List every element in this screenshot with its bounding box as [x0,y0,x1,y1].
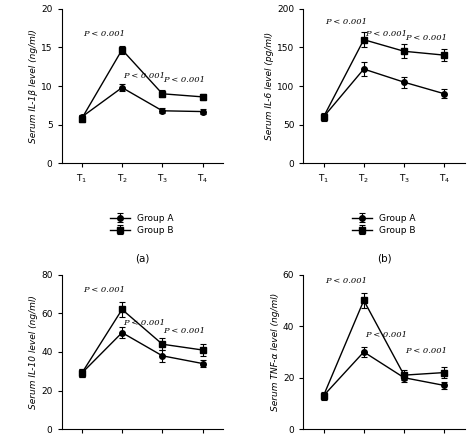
Text: (b): (b) [377,253,391,263]
Y-axis label: Serum TNF-α level (ng/ml): Serum TNF-α level (ng/ml) [271,293,280,411]
Text: P < 0.001: P < 0.001 [325,18,367,26]
Text: P < 0.001: P < 0.001 [164,327,206,335]
Text: P < 0.001: P < 0.001 [405,34,447,42]
Text: P < 0.001: P < 0.001 [83,286,125,294]
Text: P < 0.001: P < 0.001 [405,346,447,354]
Text: P < 0.001: P < 0.001 [325,277,367,285]
Legend: Group A, Group B: Group A, Group B [110,214,174,235]
Text: P < 0.001: P < 0.001 [365,30,407,38]
Text: (a): (a) [135,253,149,263]
Text: P < 0.001: P < 0.001 [83,30,125,38]
Text: P < 0.001: P < 0.001 [164,76,206,84]
Y-axis label: Serum IL-10 level (ng/ml): Serum IL-10 level (ng/ml) [29,295,38,409]
Y-axis label: Serum IL-6 level (pg/ml): Serum IL-6 level (pg/ml) [265,32,274,140]
Y-axis label: Serum IL-1β level (ng/ml): Serum IL-1β level (ng/ml) [29,29,38,143]
Legend: Group A, Group B: Group A, Group B [352,214,416,235]
Text: P < 0.001: P < 0.001 [123,72,165,80]
Text: P < 0.001: P < 0.001 [365,331,407,339]
Text: P < 0.001: P < 0.001 [123,319,165,327]
